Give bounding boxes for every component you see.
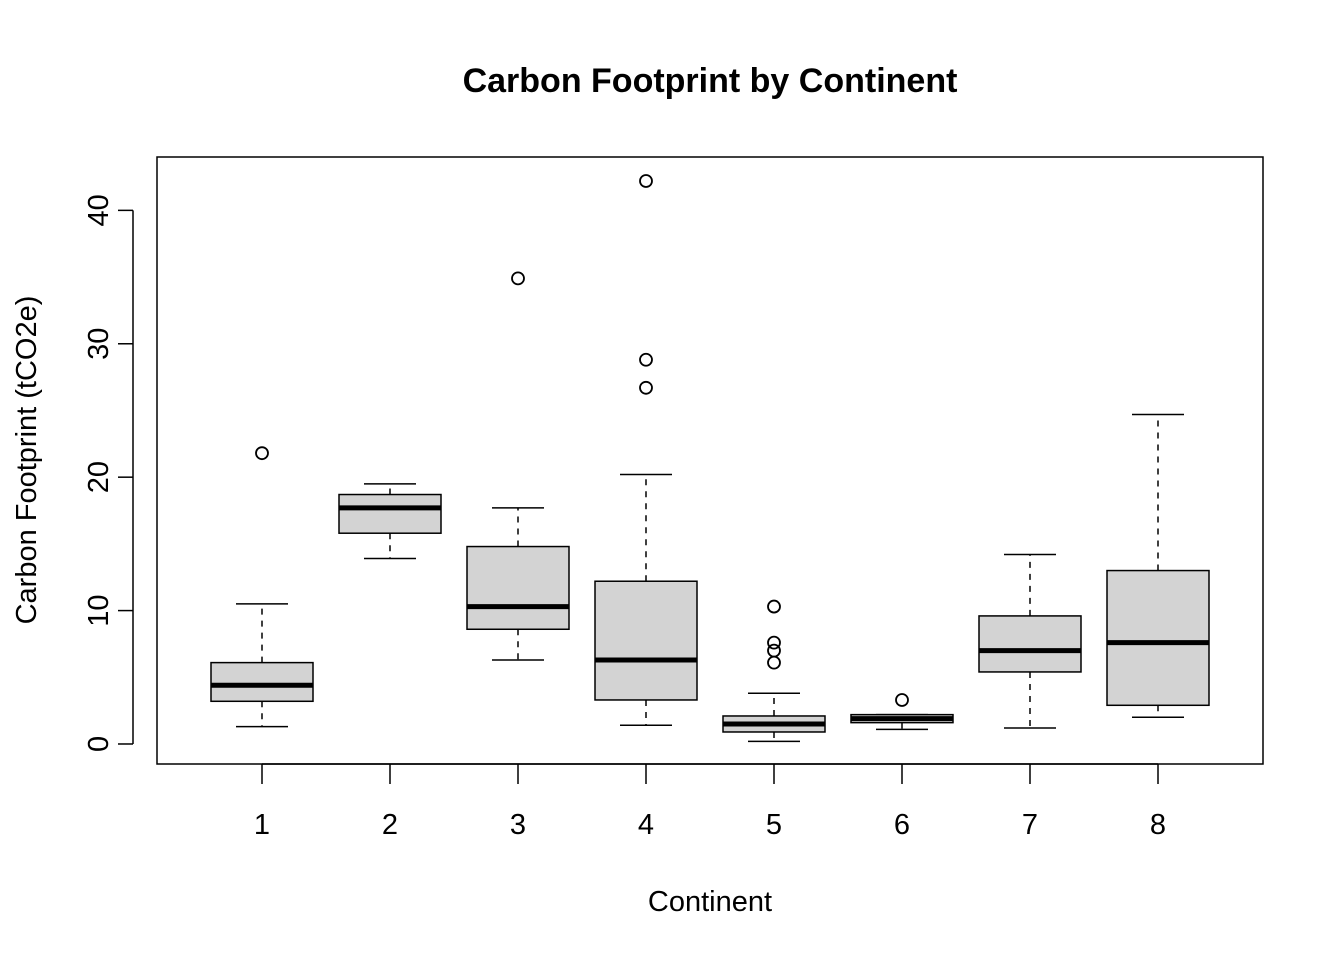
iqr-box: [338, 493, 442, 534]
x-tick-label: 2: [382, 809, 398, 841]
box-category-2: [338, 483, 442, 560]
x-tick-label: 1: [254, 809, 270, 841]
x-tick-label: 6: [894, 809, 910, 841]
iqr-box: [1106, 569, 1210, 707]
box-category-6: [850, 693, 954, 731]
x-axis: 1 2 3 4 5 6 7 8: [254, 763, 1166, 841]
y-tick-label: 30: [83, 328, 115, 360]
chart-title: Carbon Footprint by Continent: [463, 62, 958, 100]
iqr-box: [594, 580, 698, 701]
box-category-7: [978, 553, 1082, 729]
plot-frame: [156, 156, 1264, 765]
outlier-point: [639, 174, 653, 188]
outlier-point: [767, 599, 781, 614]
outlier-point: [767, 655, 781, 670]
outlier-point: [767, 635, 781, 650]
x-tick-label: 5: [766, 809, 782, 841]
box-category-4: [594, 174, 698, 727]
outlier-point: [767, 643, 781, 658]
iqr-box: [210, 661, 314, 703]
x-tick-label: 3: [510, 809, 526, 841]
outlier-point: [255, 446, 269, 461]
outlier-point: [511, 271, 525, 286]
y-tick-label: 40: [83, 194, 115, 226]
iqr-box: [466, 545, 570, 631]
y-axis: 0 10 20 30 40: [83, 194, 134, 752]
x-axis-title: Continent: [648, 886, 772, 918]
x-tick-label: 7: [1022, 809, 1038, 841]
outlier-point: [639, 380, 653, 395]
x-tick-label: 8: [1150, 809, 1166, 841]
iqr-box: [978, 615, 1082, 673]
box-category-5: [722, 599, 826, 743]
box-category-1: [210, 446, 314, 728]
box-category-8: [1106, 413, 1210, 719]
outlier-point: [895, 693, 909, 707]
box-category-3: [466, 271, 570, 661]
boxes-group: [210, 174, 1210, 743]
y-axis-title: Carbon Footprint (tCO2e): [11, 296, 43, 625]
y-tick-label: 20: [83, 461, 115, 493]
y-tick-label: 0: [83, 736, 115, 752]
y-tick-label: 10: [83, 594, 115, 626]
outlier-point: [639, 352, 653, 367]
x-tick-label: 4: [638, 809, 654, 841]
